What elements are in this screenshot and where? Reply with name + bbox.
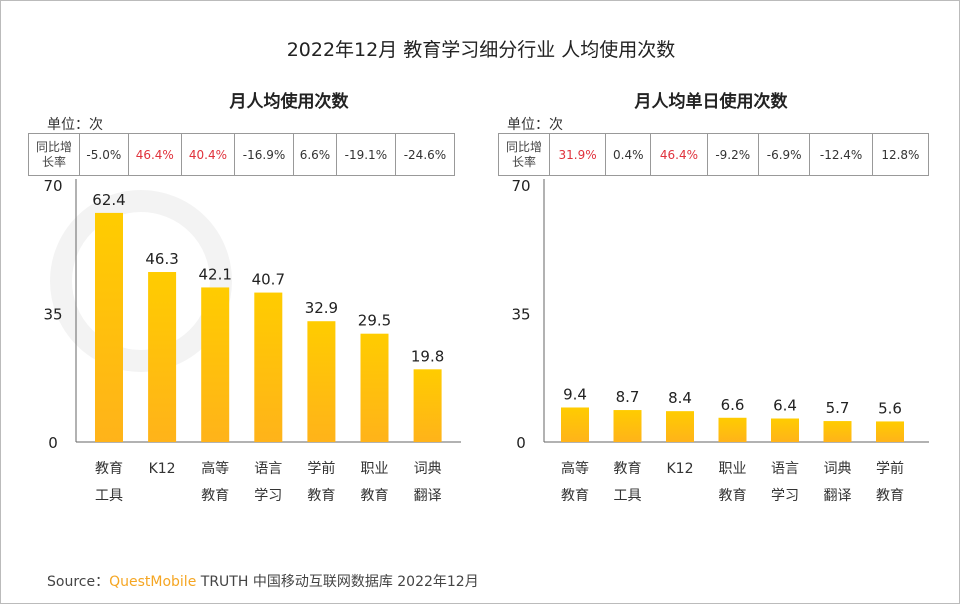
- data-label: 62.4: [92, 191, 125, 209]
- data-label: 40.7: [252, 271, 285, 289]
- bar: [307, 321, 336, 442]
- x-tick-label: 职业: [361, 461, 389, 477]
- bar: [718, 417, 747, 442]
- bar: [561, 407, 589, 442]
- x-tick-label: 教育: [561, 488, 589, 504]
- bar: [254, 292, 283, 442]
- bar: [613, 410, 642, 442]
- y-tick-label: 0: [516, 434, 526, 452]
- chart-2-yoy-table: 同比增 长率 31.9% 0.4% 46.4% -9.2% -6.9% -12.4% 12.8%: [498, 133, 930, 176]
- y-tick-label: 35: [511, 306, 530, 324]
- yoy-cell: 12.8%: [871, 133, 930, 176]
- x-tick-label: 高等: [561, 460, 589, 477]
- x-tick-label: K12: [667, 461, 694, 477]
- x-tick-label: 教育: [361, 488, 389, 504]
- x-tick-label: 教育: [201, 488, 229, 504]
- x-tick-label: 学前: [876, 460, 904, 477]
- x-tick-label: 学习: [254, 488, 282, 504]
- yoy-cell: 46.4%: [127, 133, 182, 176]
- bar: [771, 418, 799, 442]
- data-label: 5.6: [878, 399, 902, 417]
- source-brand: QuestMobile: [109, 574, 197, 590]
- chart-2-unit: 单位：次: [507, 117, 563, 133]
- yoy-cell: 0.4%: [605, 133, 652, 176]
- source-prefix: Source：: [47, 574, 110, 590]
- x-tick-label: K12: [149, 461, 176, 477]
- yoy-cell: -24.6%: [394, 133, 456, 176]
- bar: [876, 421, 904, 442]
- bar: [148, 272, 177, 442]
- x-tick-label: 学习: [771, 488, 799, 504]
- y-tick-label: 0: [48, 434, 58, 452]
- yoy-cell: -5.0%: [79, 133, 129, 176]
- source-note: Source：QuestMobile TRUTH 中国移动互联网数据库 2022…: [47, 571, 479, 591]
- y-tick-label: 70: [43, 177, 62, 195]
- data-label: 29.5: [358, 312, 391, 330]
- bar: [201, 287, 230, 442]
- watermark-ring-icon: [50, 190, 232, 372]
- yoy-cell: 40.4%: [180, 133, 236, 176]
- yoy-cell: -6.9%: [757, 133, 811, 176]
- chart-1-unit: 单位：次: [47, 117, 103, 133]
- yoy-cell: -19.1%: [335, 133, 396, 176]
- y-tick-label: 70: [511, 177, 530, 195]
- x-tick-label: 教育: [307, 488, 335, 504]
- bar: [95, 212, 123, 442]
- data-label: 32.9: [305, 299, 338, 317]
- yoy-cell: 6.6%: [293, 133, 337, 176]
- x-tick-label: 教育: [876, 488, 904, 504]
- chart-1-yoy-table: 同比增 长率 -5.0% 46.4% 40.4% -16.9% 6.6% -19.1% -24.…: [28, 133, 456, 176]
- x-tick-label: 词典: [824, 461, 852, 477]
- x-tick-label: 翻译: [824, 488, 852, 504]
- yoy-header: 同比增 长率: [28, 133, 80, 176]
- data-label: 6.6: [721, 396, 745, 414]
- chart-2-title: 月人均单日使用次数: [634, 92, 788, 112]
- yoy-cell: 46.4%: [650, 133, 708, 176]
- x-tick-label: 词典: [414, 461, 442, 477]
- yoy-header: 同比增 长率: [498, 133, 550, 176]
- x-tick-label: 教育: [95, 461, 123, 477]
- bar: [666, 411, 694, 442]
- x-tick-label: 高等: [201, 460, 229, 477]
- x-tick-label: 语言: [771, 461, 799, 477]
- yoy-cell: -12.4%: [809, 133, 873, 176]
- data-label: 5.7: [826, 399, 850, 417]
- y-tick-label: 35: [43, 306, 62, 324]
- bar: [360, 333, 389, 442]
- yoy-cell: -16.9%: [233, 133, 295, 176]
- x-tick-label: 语言: [254, 461, 282, 477]
- page-title: 2022年12月 教育学习细分行业 人均使用次数: [286, 39, 676, 61]
- yoy-cell: 31.9%: [548, 133, 607, 176]
- x-tick-label: 工具: [614, 488, 642, 504]
- data-label: 6.4: [773, 397, 797, 415]
- data-label: 46.3: [145, 250, 178, 268]
- x-tick-label: 教育: [719, 488, 747, 504]
- data-label: 42.1: [198, 265, 231, 283]
- data-label: 8.4: [668, 389, 692, 407]
- data-label: 8.7: [616, 388, 640, 406]
- x-tick-label: 学前: [307, 460, 335, 477]
- yoy-cell: -9.2%: [706, 133, 759, 176]
- watermark-logo: [50, 190, 232, 372]
- bar: [413, 369, 442, 442]
- data-label: 9.4: [563, 385, 587, 403]
- source-rest: TRUTH 中国移动互联网数据库 2022年12月: [196, 574, 479, 590]
- x-tick-label: 工具: [95, 488, 123, 504]
- x-tick-label: 翻译: [414, 488, 442, 504]
- bar: [823, 421, 852, 442]
- x-tick-label: 职业: [719, 461, 747, 477]
- x-tick-label: 教育: [614, 461, 642, 477]
- chart-1-title: 月人均使用次数: [229, 92, 349, 112]
- data-label: 19.8: [411, 347, 444, 365]
